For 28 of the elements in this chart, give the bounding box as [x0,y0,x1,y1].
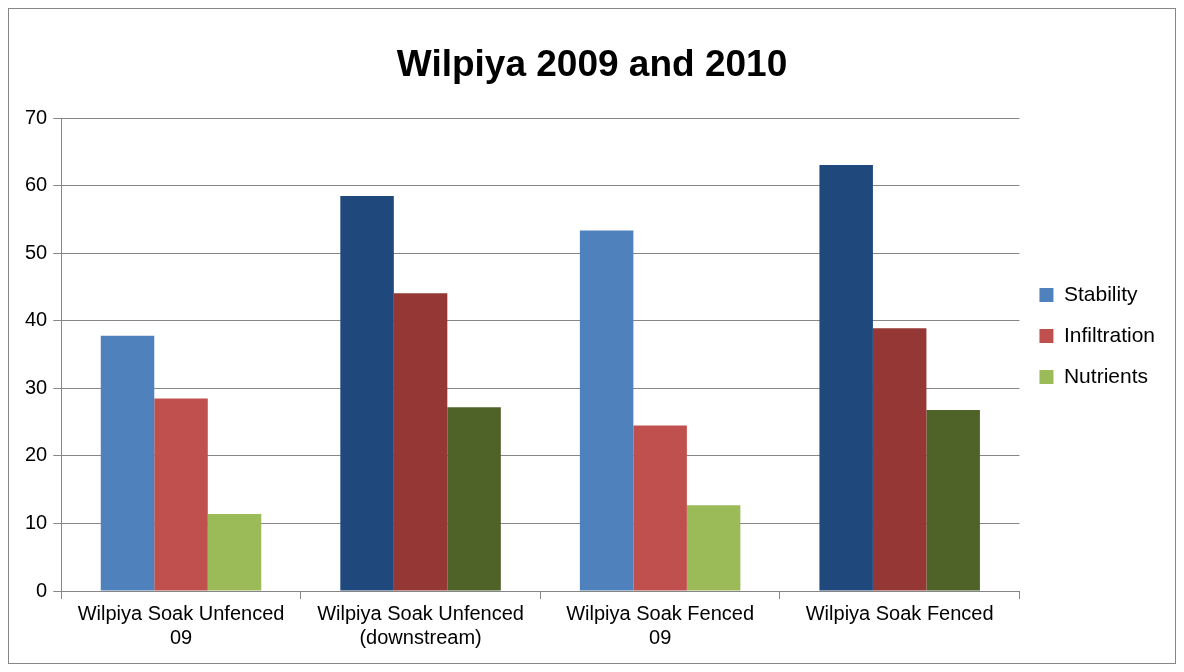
bar [926,410,980,591]
x-tick-label: Wilpiya Soak Fenced [805,601,994,624]
x-tick-label: Wilpiya Soak Fenced 09 [566,601,755,648]
y-tick-label: 30 [25,375,48,398]
legend-label: Infiltration [1063,322,1155,346]
bar [154,398,208,591]
y-tick-label: 50 [25,240,48,263]
bar [393,293,448,591]
x-tick-label: Wilpiya Soak Unfenced 09 [77,601,285,648]
y-tick-label: 20 [25,443,48,466]
legend-label: Nutrients [1063,363,1148,387]
bar [447,407,501,591]
bar [579,230,634,591]
y-tick-label: 70 [25,105,48,128]
bar [207,514,262,591]
chart-title: Wilpiya 2009 and 2010 [396,43,788,85]
y-tick-label: 60 [25,173,48,196]
bar [872,328,927,591]
y-tick-label: 10 [25,511,48,533]
bar [340,196,394,591]
y-tick-label: 40 [25,308,48,331]
bar [686,505,741,591]
bar [819,164,873,591]
bar [633,425,687,591]
bar [100,335,155,591]
legend-label: Stability [1063,281,1138,305]
x-tick-label: Wilpiya Soak Unfenced (downstream) [317,601,524,648]
y-tick-label: 0 [36,578,48,601]
